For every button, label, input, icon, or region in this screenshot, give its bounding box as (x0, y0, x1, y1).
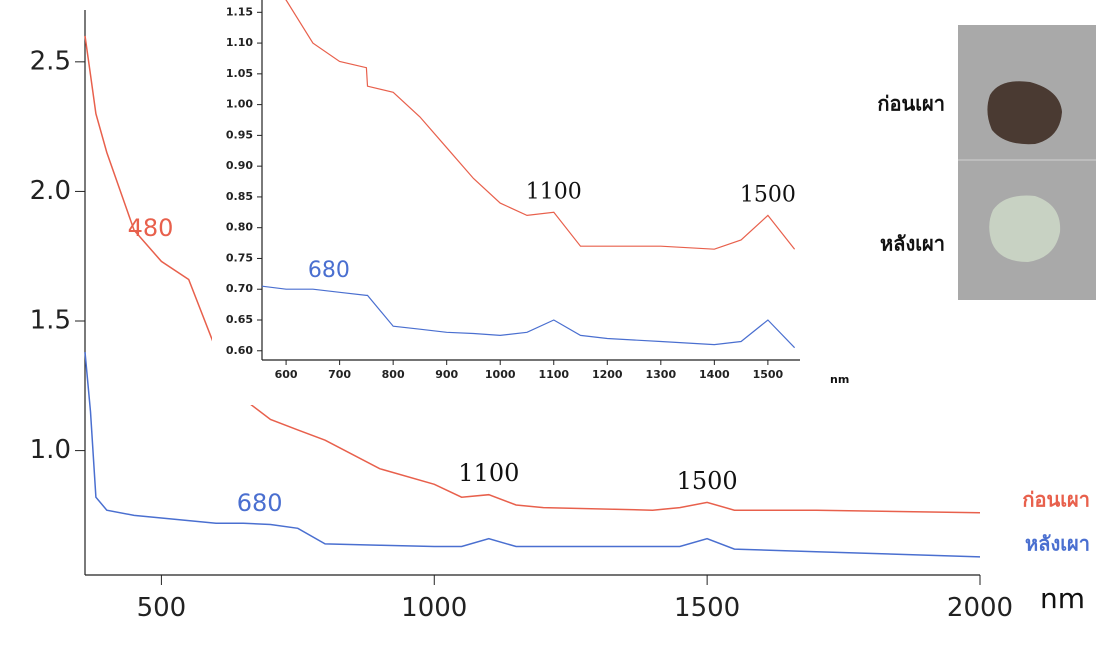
annotation: 1500 (740, 182, 796, 207)
x-tick-label: 1500 (674, 593, 740, 623)
inset-background (212, 0, 850, 405)
series-line (285, 0, 796, 250)
y-tick-label: 1.05 (226, 67, 253, 80)
x-tick-label: 600 (275, 368, 298, 381)
x-tick-label: 1100 (538, 368, 569, 381)
x-tick-label: 500 (137, 593, 187, 623)
y-tick-label: 1.5 (30, 306, 71, 336)
legend-label: หลังเผา (1025, 531, 1090, 555)
y-tick-label: 0.65 (226, 313, 253, 326)
series-line (262, 285, 796, 349)
x-tick-label: 1400 (699, 368, 730, 381)
x-tick-label: 1000 (485, 368, 516, 381)
x-tick-label: 1200 (592, 368, 623, 381)
x-tick-label: 1000 (401, 593, 467, 623)
annotation: 1500 (677, 467, 738, 495)
stone-before (987, 81, 1062, 145)
y-tick-label: 2.0 (30, 176, 71, 206)
x-axis-label: nm (1040, 582, 1085, 615)
annotation: 1100 (458, 459, 519, 487)
y-tick-label: 0.90 (226, 159, 253, 172)
x-tick-label: 1300 (646, 368, 677, 381)
y-tick-label: 0.95 (226, 128, 253, 141)
y-tick-label: 0.70 (226, 282, 253, 295)
annotation: 680 (308, 258, 350, 283)
y-tick-label: 0.75 (226, 251, 253, 264)
x-tick-label: 700 (328, 368, 351, 381)
x-axis-label: nm (830, 373, 849, 386)
annotation: 1100 (526, 179, 582, 204)
plot-area (262, 0, 796, 349)
legend-label: ก่อนเผา (1022, 487, 1090, 511)
y-tick-label: 0.80 (226, 221, 253, 234)
x-tick-label: 900 (435, 368, 458, 381)
y-tick-label: 0.85 (226, 190, 253, 203)
x-tick-label: 2000 (947, 593, 1013, 623)
stone-after (989, 195, 1061, 262)
annotation: 480 (128, 214, 174, 242)
y-tick-label: 1.10 (226, 36, 253, 49)
y-tick-label: 1.15 (226, 5, 253, 18)
y-tick-label: 1.0 (30, 435, 71, 465)
y-tick-label: 2.5 (30, 46, 71, 76)
y-tick-label: 0.60 (226, 344, 253, 357)
annotation: 680 (237, 489, 283, 517)
x-tick-label: 800 (382, 368, 405, 381)
photo (958, 25, 1096, 300)
x-tick-label: 1500 (753, 368, 784, 381)
photo-label: หลังเผา (880, 232, 945, 256)
y-tick-label: 1.00 (226, 98, 253, 111)
series-line (84, 352, 981, 558)
series-line (84, 35, 981, 514)
plot-area (84, 35, 981, 558)
photo-label: ก่อนเผา (877, 92, 945, 116)
